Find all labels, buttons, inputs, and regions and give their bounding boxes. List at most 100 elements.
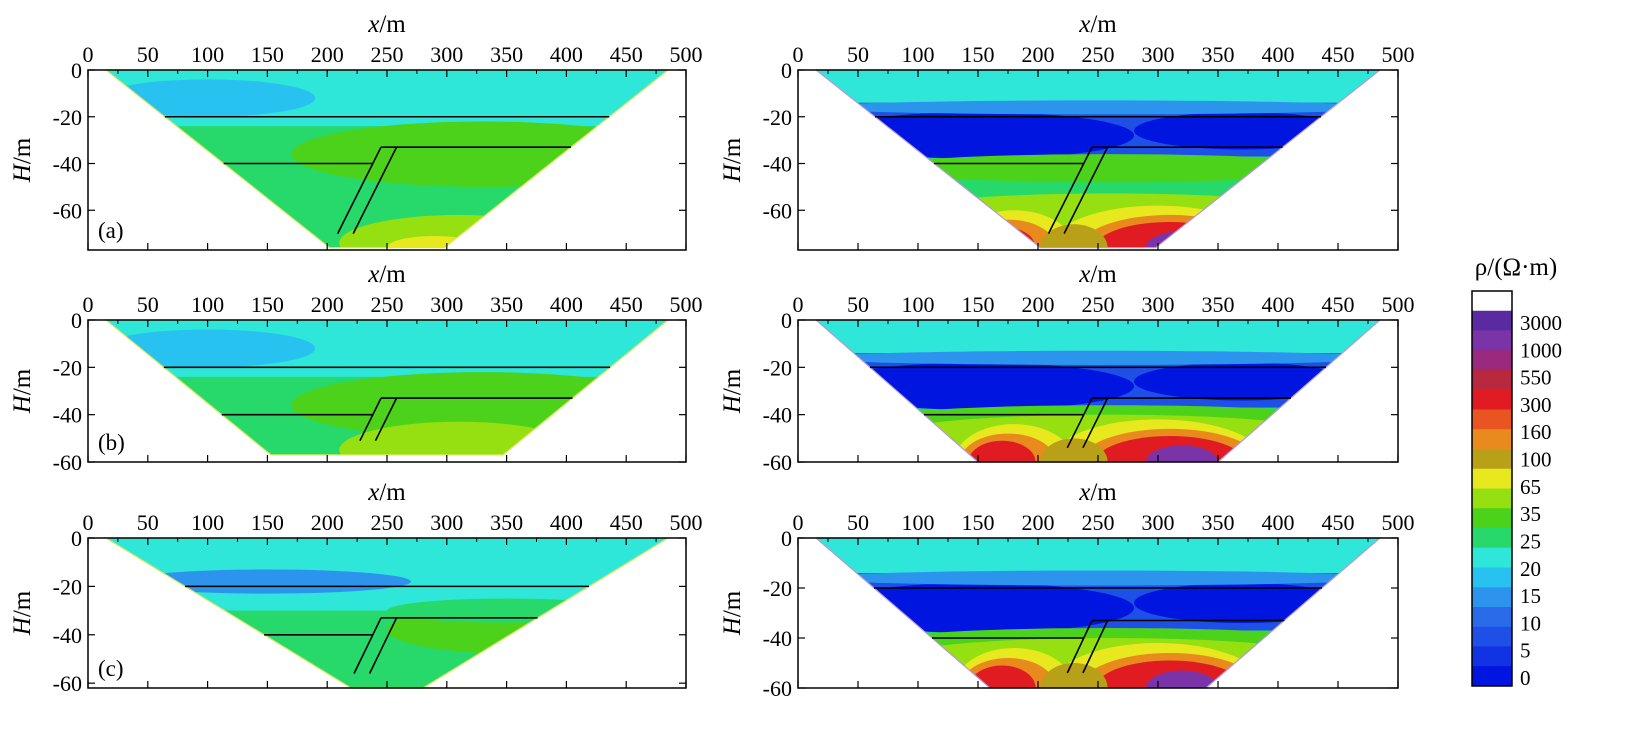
x-tick-label: 500	[1382, 510, 1415, 535]
x-axis-title: x/m	[1078, 11, 1117, 38]
low-resistivity-zone	[123, 569, 411, 594]
x-tick-label: 300	[1142, 292, 1175, 317]
y-tick-label: -40	[53, 403, 82, 428]
x-tick-label: 150	[962, 42, 995, 67]
panels-group: 0 50 100 150 200 250 300 350 400 450 500x/m0-20-40…	[9, 11, 1415, 701]
mid-green-zone	[291, 121, 669, 187]
y-tick-label: -40	[763, 403, 792, 428]
x-tick-label: 400	[1262, 510, 1295, 535]
colorbar-swatch	[1472, 291, 1512, 312]
x-tick-label: 400	[550, 42, 583, 67]
x-axis-title: x/m	[1078, 479, 1117, 506]
x-tick-label: 50	[847, 42, 869, 67]
colorbar-label: 15	[1520, 584, 1541, 608]
red-zone-left	[968, 665, 1036, 688]
deep-blue-zone	[822, 583, 1134, 633]
panel-c-right: 0 50 100 150 200 250 300 350 400 450 500 x/m 0 -20 -40…	[719, 479, 1415, 701]
x-tick-label: 450	[1322, 292, 1355, 317]
x-tick-label: 200	[311, 510, 344, 535]
x-tick-label: 500	[670, 510, 703, 535]
colorbar-label: 25	[1520, 529, 1541, 553]
model-lines	[874, 587, 1322, 674]
colorbar-swatch	[1472, 646, 1512, 667]
colorbar-frame	[1471, 290, 1513, 687]
section-fill	[816, 70, 1380, 248]
x-tick-label: 50	[137, 42, 159, 67]
x-tick-label: 500	[1382, 292, 1415, 317]
x-axis-title: x/m	[367, 11, 406, 38]
fault-line-right	[368, 617, 398, 674]
x-tick-label: 0	[793, 292, 804, 317]
x-tick-label: 0	[793, 42, 804, 67]
y-tick-label: -60	[53, 198, 82, 223]
y-axis-title: H/m	[719, 137, 746, 183]
x-tick-label: 50	[847, 292, 869, 317]
x-tick-label: 400	[1262, 42, 1295, 67]
colorbar-label: 100	[1520, 448, 1552, 472]
fault-line-right	[374, 397, 398, 442]
x-tick-label: 450	[1322, 42, 1355, 67]
purple-zone	[1146, 231, 1218, 248]
y-tick-label: -20	[763, 355, 792, 380]
upper-cyan-zone	[105, 329, 316, 368]
y-tick-label: 0	[781, 58, 792, 83]
y-tick-label: -60	[763, 676, 792, 701]
y-tick-label: 0	[71, 526, 82, 551]
fault-line-left	[1066, 397, 1093, 449]
y-tick-label: -40	[763, 152, 792, 177]
y-axis-title: H/m	[9, 590, 36, 636]
upper-cyan-zone	[105, 79, 316, 117]
light-blue-band	[816, 570, 1380, 586]
x-tick-label: 300	[1142, 42, 1175, 67]
y-tick-label: -60	[53, 671, 82, 696]
x-tick-label: 0	[793, 510, 804, 535]
x-tick-label: 450	[610, 292, 643, 317]
colorbar-swatch	[1472, 607, 1512, 628]
colorbar-swatch	[1472, 587, 1512, 608]
x-tick-label: 0	[83, 510, 94, 535]
colorbar-swatch	[1472, 409, 1512, 430]
green-band	[870, 154, 1350, 183]
panel-tag: (a)	[98, 218, 124, 243]
deep-blue-zone	[822, 112, 1134, 159]
olive-zone	[1040, 224, 1108, 248]
y-tick-label: 0	[781, 308, 792, 333]
fault-line-right	[1063, 146, 1109, 234]
x-tick-label: 350	[490, 42, 523, 67]
x-tick-label: 350	[1202, 292, 1235, 317]
fault-line-left	[1066, 620, 1093, 674]
colorbar-swatch	[1472, 528, 1512, 549]
red-zone-left	[968, 440, 1036, 462]
y-axis-title: H/m	[719, 368, 746, 414]
y-tick-label: -40	[53, 152, 82, 177]
x-tick-label: 50	[847, 510, 869, 535]
x-tick-label: 350	[490, 510, 523, 535]
x-tick-label: 50	[137, 510, 159, 535]
colorbar-swatch	[1472, 508, 1512, 529]
x-tick-label: 200	[1022, 292, 1055, 317]
y-tick-label: -20	[53, 355, 82, 380]
x-tick-label: 350	[490, 292, 523, 317]
y-tick-label: -20	[763, 576, 792, 601]
x-tick-label: 450	[610, 510, 643, 535]
x-tick-label: 200	[311, 292, 344, 317]
lower-yellowgreen-zone	[339, 421, 579, 455]
colorbar-label: 20	[1520, 557, 1541, 581]
fault-line-left	[353, 617, 382, 674]
model-lines	[164, 115, 610, 234]
x-tick-label: 250	[1082, 510, 1115, 535]
x-tick-label: 400	[1262, 292, 1295, 317]
colorbar-label: 65	[1520, 475, 1541, 499]
model-lines	[163, 366, 611, 442]
y-tick-label: -40	[53, 623, 82, 648]
x-tick-label: 200	[1022, 510, 1055, 535]
x-tick-label: 50	[137, 292, 159, 317]
x-tick-label: 250	[371, 42, 404, 67]
x-tick-label: 350	[1202, 510, 1235, 535]
olive-zone	[1040, 438, 1108, 462]
section-fill	[105, 70, 669, 248]
x-tick-label: 300	[1142, 510, 1175, 535]
colorbar-label: 300	[1520, 393, 1552, 417]
panel-tag: (b)	[98, 430, 125, 455]
